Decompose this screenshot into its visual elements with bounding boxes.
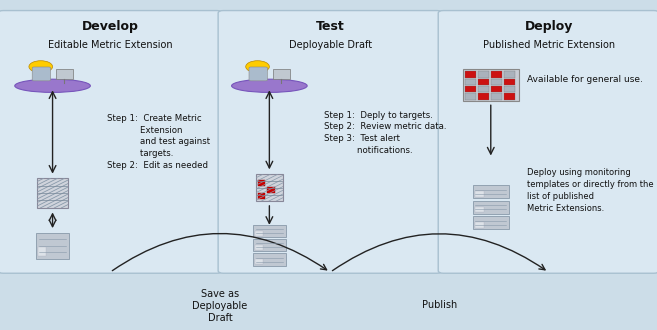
Bar [504,79,515,85]
Text: Step 1:  Create Metric
            Extension
            and test against
      : Step 1: Create Metric Extension and test… [106,114,210,170]
Bar [464,93,476,100]
Bar [464,86,476,92]
Bar [504,86,515,92]
FancyBboxPatch shape [0,11,222,273]
Bar [464,79,476,85]
Bar [478,79,489,85]
Bar [255,259,263,264]
FancyBboxPatch shape [253,225,286,237]
FancyBboxPatch shape [56,69,73,79]
Circle shape [246,61,269,73]
Text: Published Metric Extension: Published Metric Extension [482,40,615,50]
Bar [504,93,515,100]
Bar [474,222,484,228]
FancyBboxPatch shape [249,67,267,81]
Bar [255,231,263,236]
Bar [491,93,502,100]
Bar [474,207,484,212]
FancyBboxPatch shape [218,11,442,273]
Bar [38,247,46,256]
FancyArrowPatch shape [112,234,327,271]
Text: Step 1:  Deply to targets.
Step 2:  Review metric data.
Step 3:  Test alert
    : Step 1: Deply to targets. Step 2: Review… [324,111,446,155]
Bar [256,174,283,201]
Bar [491,86,502,92]
FancyBboxPatch shape [438,11,657,273]
Bar [478,86,489,92]
Ellipse shape [14,79,91,92]
Text: Save as
Deployable
Draft: Save as Deployable Draft [193,289,248,323]
Circle shape [29,61,53,73]
Bar [474,191,484,197]
Text: Publish: Publish [422,300,457,310]
Bar [258,193,265,199]
Text: Editable Metric Extension: Editable Metric Extension [48,40,172,50]
Bar [258,181,265,186]
Bar [463,69,519,101]
Bar [491,79,502,85]
Bar [37,178,68,208]
FancyBboxPatch shape [472,201,509,214]
Bar [478,93,489,100]
Text: Develop: Develop [81,20,139,33]
Ellipse shape [231,79,307,92]
FancyBboxPatch shape [36,233,69,259]
FancyArrowPatch shape [332,234,545,271]
FancyBboxPatch shape [472,185,509,198]
Bar [267,187,275,193]
FancyBboxPatch shape [472,216,509,229]
FancyBboxPatch shape [253,253,286,266]
Bar [504,71,515,78]
Bar [255,245,263,250]
Bar [478,71,489,78]
Text: Test: Test [316,20,344,33]
FancyBboxPatch shape [253,239,286,251]
Bar [491,71,502,78]
Text: Deploy: Deploy [524,20,573,33]
FancyBboxPatch shape [32,67,51,81]
Text: Available for general use.: Available for general use. [527,75,643,84]
Text: Deployable Draft: Deployable Draft [288,40,372,50]
FancyBboxPatch shape [273,69,290,79]
Bar [464,71,476,78]
Text: Deploy using monitoring
templates or directly from the
list of published
Metric : Deploy using monitoring templates or dir… [527,168,654,213]
